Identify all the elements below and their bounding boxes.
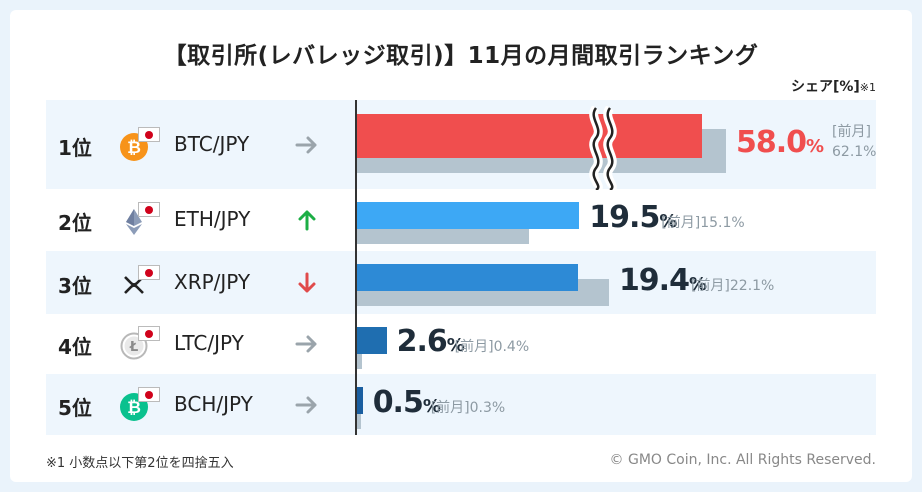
japan-flag-icon — [138, 386, 160, 402]
svg-text:₿: ₿ — [127, 138, 141, 158]
current-bar — [357, 264, 579, 291]
prev-month-value: 0.4% — [493, 339, 530, 355]
value-percent-sign: % — [659, 211, 678, 232]
prev-month-value: 15.1% — [700, 215, 745, 231]
prev-month-value: 0.3% — [469, 399, 506, 416]
trend-flat-icon — [294, 132, 320, 158]
prev-month-label: [前月]22.1% — [691, 275, 774, 295]
xrp-icon — [120, 271, 148, 299]
japan-flag-icon — [138, 264, 160, 280]
prev-month-label: [前月] 62.1% — [832, 122, 876, 162]
value-number: 0.5 — [372, 384, 424, 420]
prev-month-bar — [357, 342, 362, 369]
eth-icon — [120, 208, 148, 236]
rank-label: 4位 — [58, 335, 92, 359]
prev-month-title: [前月] — [690, 277, 730, 294]
svg-text:₿: ₿ — [127, 398, 141, 418]
current-bar — [357, 327, 387, 354]
unit-label: シェア[%]※1 — [791, 76, 876, 96]
trend-flat-icon — [294, 392, 320, 418]
value-number: 58.0 — [736, 124, 807, 160]
trend-up-icon — [294, 207, 320, 233]
current-bar — [357, 387, 363, 414]
prev-month-title: [前月] — [454, 339, 494, 355]
value-percent-sign: % — [422, 395, 441, 417]
chart-axis — [355, 100, 357, 435]
pair-label: XRP/JPY — [174, 269, 251, 294]
svg-text:Ł: Ł — [129, 340, 138, 355]
value-number: 19.4 — [618, 262, 690, 298]
value-percent-sign: % — [806, 135, 825, 157]
prev-month-title: [前月] — [430, 399, 470, 416]
prev-month-bar — [357, 402, 361, 429]
value-label: 0.5% — [373, 385, 441, 420]
value-label: 2.6% — [397, 324, 465, 359]
trend-down-icon — [294, 270, 320, 296]
rank-label: 5位 — [58, 395, 92, 420]
japan-flag-icon — [138, 326, 160, 341]
prev-month-value: 22.1% — [729, 277, 775, 294]
chart-title: 【取引所(レバレッジ取引)】11月の月間取引ランキング — [163, 43, 759, 69]
value-percent-sign: % — [446, 335, 465, 356]
rank-label: 3位 — [58, 273, 92, 298]
japan-flag-icon — [138, 202, 160, 217]
value-number: 2.6 — [396, 324, 448, 359]
prev-month-title: [前月] — [661, 215, 701, 231]
table-row: 4位 Ł LTC/JPY — [46, 314, 876, 374]
prev-month-title: [前月] — [832, 124, 871, 140]
trend-flat-icon — [294, 331, 320, 357]
unit-text: シェア[%] — [790, 79, 860, 95]
table-row: 2位 ETH/JPY — [46, 189, 876, 251]
copyright: © GMO Coin, Inc. All Rights Reserved. — [609, 452, 876, 468]
pair-label: ETH/JPY — [174, 207, 251, 231]
axis-break-icon — [589, 106, 617, 190]
pair-label: LTC/JPY — [174, 331, 244, 355]
value-label: 19.5% — [589, 200, 677, 235]
value-number: 19.5 — [589, 200, 660, 235]
prev-month-value: 62.1% — [832, 144, 877, 160]
prev-month-label: [前月]15.1% — [661, 212, 744, 232]
rank-label: 2位 — [58, 211, 92, 235]
value-percent-sign: % — [688, 273, 708, 295]
rank-label: 1位 — [58, 135, 92, 160]
footnote: ※1 小数点以下第2位を四捨五入 — [46, 456, 234, 471]
pair-label: BTC/JPY — [174, 131, 250, 156]
value-label: 58.0% — [736, 125, 824, 160]
current-bar — [357, 114, 702, 158]
pair-label: BCH/JPY — [174, 391, 253, 416]
prev-month-label: [前月]0.4% — [455, 336, 530, 356]
japan-flag-icon — [138, 126, 160, 142]
table-row: 5位 ₿ BCH/JPY — [46, 374, 876, 435]
current-bar — [357, 202, 580, 229]
prev-month-label: [前月]0.3% — [431, 397, 506, 417]
unit-note: ※1 — [859, 81, 876, 94]
value-label: 19.4% — [619, 263, 707, 298]
